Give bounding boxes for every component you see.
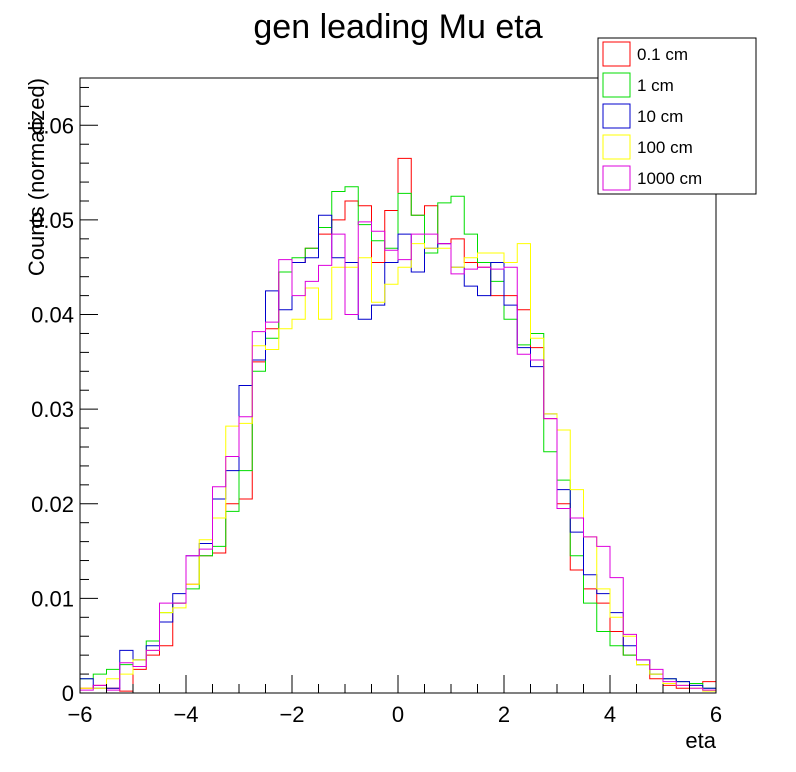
y-tick-label: 0.05 xyxy=(31,208,74,233)
legend-label-0: 0.1 cm xyxy=(637,45,688,64)
y-tick-label: 0.01 xyxy=(31,586,74,611)
legend-swatch-3 xyxy=(602,134,631,160)
legend-swatch-0 xyxy=(602,41,631,67)
legend-box xyxy=(597,37,757,195)
y-tick-label: 0 xyxy=(62,681,74,706)
y-tick-label: 0.04 xyxy=(31,303,74,328)
x-tick-label: 0 xyxy=(392,702,404,727)
legend: 0.1 cm 1 cm 10 cm 100 cm 1000 cm xyxy=(597,37,757,195)
series-line-3 xyxy=(80,243,716,692)
y-tick-label: 0.02 xyxy=(31,492,74,517)
x-tick-label: 6 xyxy=(710,702,722,727)
legend-label-4: 1000 cm xyxy=(637,169,702,188)
legend-label-1: 1 cm xyxy=(637,76,674,95)
x-tick-label: 4 xyxy=(604,702,616,727)
axis-layer: −6 −4 −2 0 2 4 6 0 0.01 0.02 0.03 0.04 0.05 0.06 xyxy=(31,86,722,727)
y-axis-title: Counts (normalized) xyxy=(24,78,49,276)
series-line-4 xyxy=(80,221,716,691)
chart-title: gen leading Mu eta xyxy=(253,8,542,46)
x-tick-label: −2 xyxy=(279,702,304,727)
x-tick-label: 2 xyxy=(498,702,510,727)
y-tick-label: 0.03 xyxy=(31,397,74,422)
legend-label-3: 100 cm xyxy=(637,138,693,157)
x-tick-label: −4 xyxy=(173,702,198,727)
y-tick-label: 0.06 xyxy=(31,113,74,138)
legend-swatch-2 xyxy=(602,103,631,129)
legend-swatch-4 xyxy=(602,165,631,191)
x-tick-label: −6 xyxy=(67,702,92,727)
x-axis-title: eta xyxy=(685,728,716,753)
legend-label-2: 10 cm xyxy=(637,107,683,126)
legend-swatch-1 xyxy=(602,72,631,98)
series-layer xyxy=(80,157,716,692)
